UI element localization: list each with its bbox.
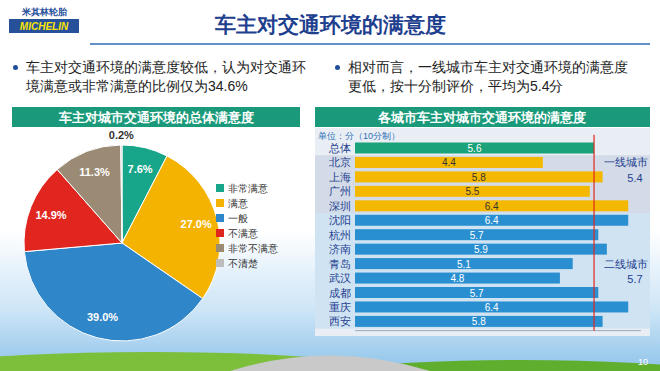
bar-value-label: 5.8 — [472, 316, 486, 327]
reference-line — [593, 135, 594, 331]
slide-title: 车主对交通环境的满意度 — [214, 13, 446, 36]
legend-label: 不清楚 — [228, 258, 258, 269]
category-label: 成都 — [329, 287, 351, 299]
bar-value-label: 5.9 — [474, 244, 488, 255]
category-label: 青岛 — [329, 258, 351, 270]
bar-value-label: 6.4 — [485, 215, 499, 226]
bullet: 车主对交通环境的满意度较低，认为对交通环境满意或非常满意的比例仅为34.6% — [26, 58, 306, 96]
pie-title: 车主对城市交通环境的总体满意度 — [58, 110, 254, 125]
pie-slice — [121, 145, 122, 243]
bars — [355, 143, 628, 327]
bar-value-label: 5.1 — [457, 259, 471, 270]
bar — [355, 316, 603, 327]
grass — [0, 352, 480, 371]
bullet-text: 车主对交通环境的满意度较低，认为对交通环境满意或非常满意的比例仅为34.6% — [26, 59, 306, 94]
group-band — [315, 213, 650, 329]
legend-swatch — [216, 244, 224, 252]
bar-value-label: 5.7 — [470, 230, 484, 241]
bar-panel — [315, 128, 650, 336]
bar — [355, 273, 560, 284]
category-label: 深圳 — [329, 200, 351, 212]
bullet-dot — [13, 65, 18, 70]
legend-label: 不满意 — [228, 228, 258, 239]
pie-slice — [24, 243, 202, 341]
title-rule — [90, 43, 650, 45]
legend-label: 非常不满意 — [228, 243, 278, 254]
legend-swatch — [216, 229, 224, 237]
pie-label: 39.0% — [87, 311, 118, 323]
road — [230, 356, 430, 371]
pie-label: 11.3% — [79, 166, 110, 178]
bar-value-label: 4.4 — [442, 157, 456, 168]
bar — [355, 200, 628, 211]
category-label: 广州 — [329, 185, 351, 197]
group-label: 二线城市 — [604, 258, 648, 270]
category-label: 重庆 — [329, 301, 351, 313]
bar — [355, 171, 603, 182]
bar — [355, 301, 628, 312]
legend-label: 满意 — [228, 198, 248, 209]
group-label: 一线城市 — [604, 156, 648, 168]
bar-value-label: 5.5 — [465, 186, 479, 197]
pie-title-bar — [12, 107, 300, 127]
category-label: 济南 — [329, 243, 351, 255]
legend-swatch — [216, 199, 224, 207]
category-label: 北京 — [329, 156, 351, 168]
category-label: 杭州 — [328, 229, 351, 241]
bar-title-bar — [315, 107, 650, 127]
page-number: 10 — [638, 357, 648, 367]
bar-value-label: 6.4 — [485, 302, 499, 313]
background — [0, 0, 660, 371]
legend-label: 非常满意 — [228, 183, 268, 194]
category-label: 沈阳 — [329, 214, 351, 226]
logo-en: MICHELIN — [20, 21, 69, 32]
bar — [355, 244, 607, 255]
category-label: 武汉 — [329, 272, 351, 284]
category-label: 西安 — [329, 315, 351, 327]
pie — [24, 145, 220, 341]
pie-label: 7.6% — [128, 163, 153, 175]
pie-label: 27.0% — [181, 218, 212, 230]
bar — [355, 215, 628, 226]
bar — [355, 229, 598, 240]
bar-value-label: 6.4 — [485, 201, 499, 212]
slide: 米其林轮胎 MICHELIN 车主对交通环境的满意度 10 车主对城市交通环境的总体满意… — [0, 0, 660, 371]
bar-value-label: 5.6 — [468, 143, 482, 154]
bar — [355, 186, 590, 197]
legend-swatch — [216, 259, 224, 267]
logo-box — [9, 19, 79, 33]
x-axis — [355, 330, 641, 331]
legend-swatch — [216, 214, 224, 222]
bar-value-label: 5.7 — [470, 288, 484, 299]
category-label: 总体 — [328, 142, 351, 154]
legend-label: 一般 — [228, 213, 248, 224]
logo-cn: 米其林轮胎 — [21, 7, 68, 17]
pie-label: 0.2% — [109, 129, 134, 141]
group-value: 5.4 — [627, 172, 642, 184]
bullet-text: 相对而言，一线城市车主对交通环境的满意度更低，按十分制评价，平均为5.4分 — [348, 59, 628, 94]
pie-label: 14.9% — [35, 209, 66, 221]
bar-unit: 单位：分（10分制） — [318, 131, 400, 141]
bullet: 相对而言，一线城市车主对交通环境的满意度更低，按十分制评价，平均为5.4分 — [348, 58, 638, 96]
group-value: 5.7 — [627, 273, 642, 285]
bar — [355, 143, 594, 154]
group-band — [315, 155, 650, 213]
bar-value-label: 5.8 — [472, 172, 486, 183]
bar — [355, 258, 573, 269]
bar-value-label: 4.8 — [450, 273, 464, 284]
pie-slice — [57, 145, 122, 243]
legend-swatch — [216, 184, 224, 192]
bullet-dot — [335, 65, 340, 70]
bar — [355, 157, 543, 168]
category-label: 上海 — [329, 171, 351, 183]
bar-title: 各城市车主对城市交通环境的满意度 — [377, 110, 586, 125]
bar — [355, 287, 598, 298]
